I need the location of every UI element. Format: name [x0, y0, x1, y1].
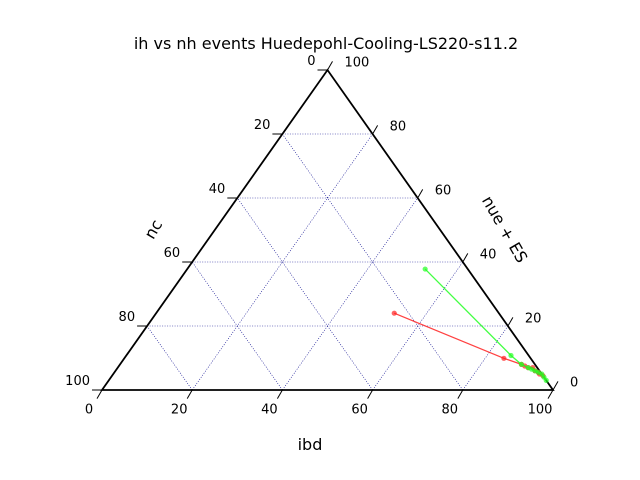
left-tick-label: 20: [254, 118, 271, 133]
bottom-tick: [547, 389, 554, 399]
grid-line-falling: [191, 133, 373, 391]
bottom-tick-label: 80: [442, 403, 459, 418]
data-point: [518, 361, 525, 367]
bottom-tick: [96, 389, 103, 399]
bottom-axis-title: ibd: [298, 435, 323, 454]
data-point: [391, 310, 397, 316]
bottom-tick: [186, 389, 193, 399]
left-tick-label: 60: [164, 246, 181, 261]
data-point: [543, 377, 549, 383]
triangle-outline: [100, 68, 555, 391]
grid-lines: [146, 133, 509, 391]
grid-line-rising: [237, 197, 373, 391]
right-tick: [462, 253, 469, 263]
left-tick-label: 80: [119, 310, 136, 325]
right-tick-label: 60: [435, 183, 452, 198]
data-point: [422, 266, 428, 272]
grid-line-falling: [462, 325, 509, 391]
grid-line-falling: [282, 197, 418, 391]
left-tick-label: 0: [307, 54, 315, 69]
bottom-tick: [457, 389, 464, 399]
bottom-tick: [276, 389, 283, 399]
left-axis-title: nc: [140, 216, 166, 242]
grid-line-rising: [146, 325, 193, 391]
right-tick-label: 40: [480, 247, 497, 262]
right-tick-label: 0: [570, 375, 578, 390]
chart-title: ih vs nh events Huedepohl-Cooling-LS220-…: [134, 34, 518, 53]
data-point: [501, 355, 507, 361]
bottom-tick-label: 100: [528, 403, 553, 418]
data-point: [508, 352, 514, 359]
triangle-frame: [100, 68, 555, 391]
right-tick: [417, 189, 424, 199]
right-tick: [372, 125, 379, 135]
right-tick: [552, 381, 559, 391]
right-tick-label: 100: [345, 55, 370, 70]
left-tick-label: 100: [65, 374, 90, 389]
bottom-tick-label: 60: [351, 403, 368, 418]
bottom-tick: [367, 389, 374, 399]
right-tick-label: 80: [390, 119, 407, 134]
bottom-tick-label: 20: [171, 403, 188, 418]
tick-marks: [92, 61, 559, 399]
grid-line-rising: [282, 133, 464, 391]
left-tick-label: 40: [209, 182, 226, 197]
right-tick: [507, 317, 514, 327]
data-series: [391, 266, 549, 383]
bottom-tick-label: 40: [261, 403, 278, 418]
tick-labels: 0 20 40 60 80 100 100 80 60 40 20 0 0 20 40 60 80 100: [65, 54, 578, 418]
bottom-tick-label: 0: [85, 403, 93, 418]
right-tick: [327, 61, 333, 71]
grid-line-rising: [191, 261, 283, 391]
right-tick-label: 20: [525, 311, 542, 326]
